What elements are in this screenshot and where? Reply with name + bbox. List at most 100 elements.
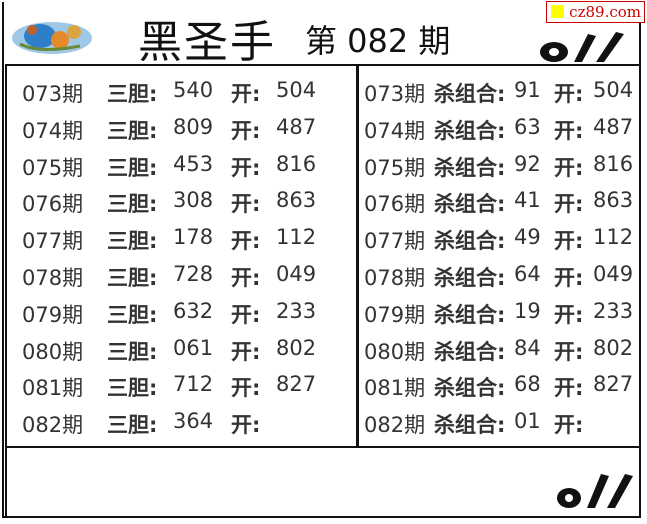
open-value: 827 <box>593 372 634 397</box>
open-label: 开: <box>231 302 261 327</box>
label: 杀组合: <box>434 376 506 401</box>
value: 364 <box>173 409 214 434</box>
value: 308 <box>173 188 214 213</box>
label: 杀组合: <box>434 192 506 217</box>
label: 三胆: <box>107 118 158 143</box>
label: 杀组合: <box>434 118 506 143</box>
period: 082期 <box>22 413 84 438</box>
open-value: 233 <box>593 298 634 323</box>
open-label: 开: <box>231 413 261 438</box>
open-label: 开: <box>554 192 584 217</box>
label: 杀组合: <box>434 266 506 290</box>
kill-combo-panel: 073期 杀组合: 91 开: 504 074期 杀组合: 63 开: 487 075期 杀组合: 92… <box>357 64 641 448</box>
open-label: 开: <box>554 266 584 290</box>
label: 杀组合: <box>434 302 506 327</box>
open-label: 开: <box>554 155 584 180</box>
open-value: 049 <box>593 262 634 286</box>
open-label: 开: <box>231 376 261 401</box>
list-item: 073期 三胆: 540 开: 504 <box>7 78 356 114</box>
list-item: 082期 三胆: 364 开: <box>7 409 356 445</box>
open-value: 863 <box>593 188 634 213</box>
label: 三胆: <box>107 155 158 180</box>
signature-icon <box>540 32 624 62</box>
period: 079期 <box>364 302 426 327</box>
open-label: 开: <box>554 339 584 364</box>
value: 68 <box>514 372 541 397</box>
period: 078期 <box>364 266 426 290</box>
open-label: 开: <box>231 339 261 364</box>
open-value: 816 <box>593 151 634 176</box>
list-item: 079期 杀组合: 19 开: 233 <box>359 299 639 335</box>
open-label: 开: <box>231 192 261 217</box>
open-label: 开: <box>554 82 584 106</box>
period: 078期 <box>22 266 84 290</box>
value: 49 <box>514 225 541 250</box>
list-item: 075期 杀组合: 92 开: 816 <box>359 152 639 188</box>
period: 077期 <box>364 229 426 254</box>
value: 712 <box>173 372 214 397</box>
open-label: 开: <box>554 413 584 438</box>
value: 061 <box>173 335 214 360</box>
label: 杀组合: <box>434 339 506 364</box>
open-label: 开: <box>554 118 584 143</box>
period: 073期 <box>22 82 84 106</box>
open-value: 802 <box>276 335 317 360</box>
open-value: 112 <box>276 225 317 250</box>
period: 081期 <box>22 376 84 401</box>
period: 074期 <box>22 118 84 143</box>
list-item: 077期 杀组合: 49 开: 112 <box>359 225 639 261</box>
open-value: 802 <box>593 335 634 360</box>
open-value: 233 <box>276 298 317 323</box>
watermark-text: cz89.com <box>569 3 641 21</box>
value: 84 <box>514 335 541 360</box>
value: 01 <box>514 409 541 434</box>
label: 杀组合: <box>434 229 506 254</box>
list-item: 074期 杀组合: 63 开: 487 <box>359 115 639 151</box>
period: 076期 <box>22 192 84 217</box>
label: 三胆: <box>107 82 158 106</box>
list-item: 076期 杀组合: 41 开: 863 <box>359 188 639 224</box>
list-item: 074期 三胆: 809 开: 487 <box>7 115 356 151</box>
label: 三胆: <box>107 413 158 438</box>
header: 黑圣手 第 082 期 cz89.com <box>0 0 647 68</box>
period: 074期 <box>364 118 426 143</box>
list-item: 081期 杀组合: 68 开: 827 <box>359 372 639 408</box>
list-item: 079期 三胆: 632 开: 233 <box>7 299 356 335</box>
logo-image <box>12 22 92 54</box>
period: 075期 <box>364 155 426 180</box>
label: 三胆: <box>107 229 158 254</box>
open-value: 112 <box>593 225 634 250</box>
page-title: 黑圣手 <box>138 17 276 68</box>
value: 91 <box>514 78 541 102</box>
watermark-square-icon <box>551 5 565 18</box>
label: 三胆: <box>107 192 158 217</box>
list-item: 077期 三胆: 178 开: 112 <box>7 225 356 261</box>
open-value: 827 <box>276 372 317 397</box>
open-value: 863 <box>276 188 317 213</box>
period: 073期 <box>364 82 426 106</box>
value: 63 <box>514 114 541 139</box>
period: 076期 <box>364 192 426 217</box>
value: 809 <box>173 114 214 139</box>
period: 077期 <box>22 229 84 254</box>
list-item: 081期 三胆: 712 开: 827 <box>7 372 356 408</box>
list-item: 075期 三胆: 453 开: 816 <box>7 152 356 188</box>
issue-number: 第 082 期 <box>305 22 451 60</box>
open-value: 504 <box>276 78 317 102</box>
open-value: 487 <box>276 114 317 139</box>
period: 081期 <box>364 376 426 401</box>
open-label: 开: <box>231 155 261 180</box>
value: 728 <box>173 262 214 286</box>
open-value: 487 <box>593 114 634 139</box>
list-item: 076期 三胆: 308 开: 863 <box>7 188 356 224</box>
open-label: 开: <box>231 229 261 254</box>
list-item: 080期 杀组合: 84 开: 802 <box>359 336 639 372</box>
open-label: 开: <box>231 118 261 143</box>
list-item: 078期 杀组合: 64 开: 049 <box>359 262 639 298</box>
open-value: 049 <box>276 262 317 286</box>
list-item: 082期 杀组合: 01 开: <box>359 409 639 445</box>
value: 632 <box>173 298 214 323</box>
open-label: 开: <box>554 302 584 327</box>
period: 075期 <box>22 155 84 180</box>
label: 杀组合: <box>434 413 506 438</box>
